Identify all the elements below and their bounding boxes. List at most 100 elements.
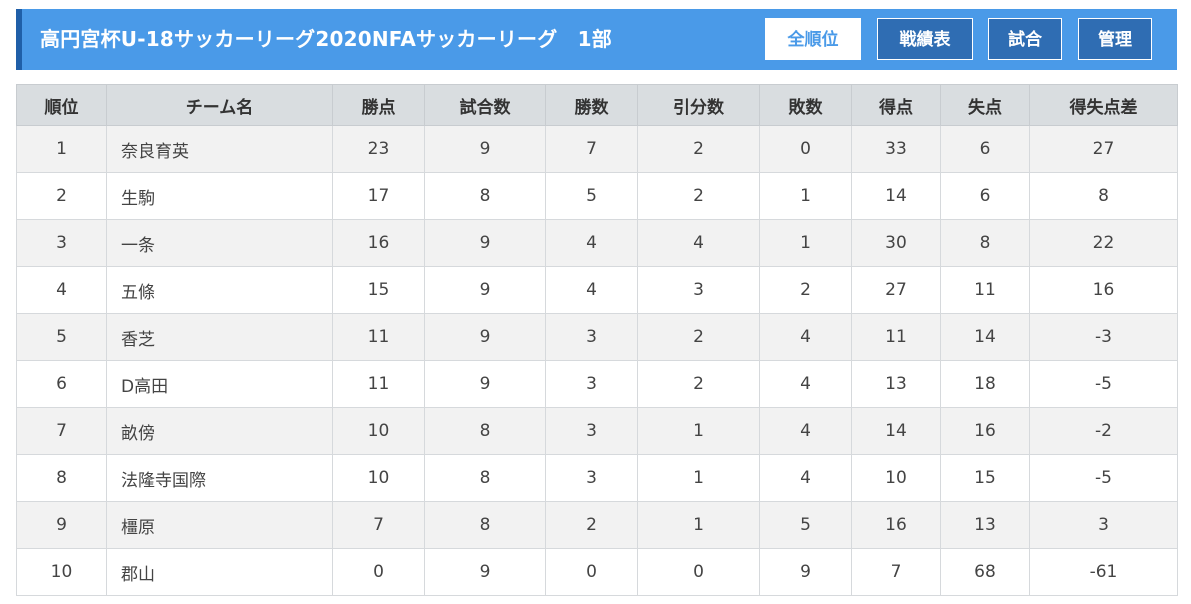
cell-goal-difference: -5 bbox=[1029, 454, 1178, 502]
cell-losses: 4 bbox=[759, 313, 852, 361]
cell-rank: 3 bbox=[16, 219, 107, 267]
cell-wins: 4 bbox=[545, 219, 638, 267]
cell-goal-difference: 16 bbox=[1029, 266, 1178, 314]
table-row: 4 五條 15 9 4 3 2 27 11 16 bbox=[16, 266, 1178, 314]
cell-team-name: 一条 bbox=[106, 219, 333, 267]
cell-points: 10 bbox=[332, 407, 425, 455]
cell-losses: 4 bbox=[759, 454, 852, 502]
cell-losses: 2 bbox=[759, 266, 852, 314]
cell-played: 9 bbox=[424, 360, 546, 408]
cell-draws: 4 bbox=[637, 219, 760, 267]
table-body: 1 奈良育英 23 9 7 2 0 33 6 27 2 生駒 17 8 5 2 1 14 6 8 3 一条 16 9 4 4 1 30… bbox=[16, 125, 1178, 596]
cell-points: 15 bbox=[332, 266, 425, 314]
cell-wins: 5 bbox=[545, 172, 638, 220]
cell-team-name: 法隆寺国際 bbox=[106, 454, 333, 502]
table-row: 3 一条 16 9 4 4 1 30 8 22 bbox=[16, 219, 1178, 267]
cell-goals-for: 14 bbox=[851, 407, 941, 455]
cell-draws: 1 bbox=[637, 407, 760, 455]
table-row: 10 郡山 0 9 0 0 9 7 68 -61 bbox=[16, 548, 1178, 596]
cell-rank: 5 bbox=[16, 313, 107, 361]
cell-rank: 8 bbox=[16, 454, 107, 502]
cell-goals-for: 11 bbox=[851, 313, 941, 361]
cell-goal-difference: -2 bbox=[1029, 407, 1178, 455]
cell-rank: 9 bbox=[16, 501, 107, 549]
column-header-wins: 勝数 bbox=[545, 84, 638, 126]
cell-wins: 3 bbox=[545, 313, 638, 361]
cell-draws: 0 bbox=[637, 548, 760, 596]
cell-goals-against: 11 bbox=[940, 266, 1030, 314]
table-row: 7 畝傍 10 8 3 1 4 14 16 -2 bbox=[16, 407, 1178, 455]
cell-rank: 10 bbox=[16, 548, 107, 596]
column-header-goal-difference: 得失点差 bbox=[1029, 84, 1178, 126]
table-row: 6 D高田 11 9 3 2 4 13 18 -5 bbox=[16, 360, 1178, 408]
cell-draws: 2 bbox=[637, 360, 760, 408]
cell-wins: 3 bbox=[545, 407, 638, 455]
cell-team-name: 橿原 bbox=[106, 501, 333, 549]
column-header-played: 試合数 bbox=[424, 84, 546, 126]
column-header-points: 勝点 bbox=[332, 84, 425, 126]
cell-played: 9 bbox=[424, 313, 546, 361]
cell-points: 10 bbox=[332, 454, 425, 502]
cell-goal-difference: -61 bbox=[1029, 548, 1178, 596]
cell-wins: 4 bbox=[545, 266, 638, 314]
cell-wins: 3 bbox=[545, 360, 638, 408]
standings-table: 順位 チーム名 勝点 試合数 勝数 引分数 敗数 得点 失点 得失点差 1 奈良育英 23 9 7 2 0 33… bbox=[16, 84, 1178, 596]
column-header-losses: 敗数 bbox=[759, 84, 852, 126]
cell-played: 8 bbox=[424, 501, 546, 549]
cell-played: 8 bbox=[424, 454, 546, 502]
cell-rank: 4 bbox=[16, 266, 107, 314]
cell-draws: 2 bbox=[637, 313, 760, 361]
cell-goal-difference: 27 bbox=[1029, 125, 1178, 173]
cell-goals-against: 6 bbox=[940, 172, 1030, 220]
cell-goal-difference: -3 bbox=[1029, 313, 1178, 361]
cell-played: 9 bbox=[424, 266, 546, 314]
cell-goals-for: 14 bbox=[851, 172, 941, 220]
cell-losses: 4 bbox=[759, 360, 852, 408]
column-header-goals-against: 失点 bbox=[940, 84, 1030, 126]
cell-goals-against: 8 bbox=[940, 219, 1030, 267]
table-row: 8 法隆寺国際 10 8 3 1 4 10 15 -5 bbox=[16, 454, 1178, 502]
cell-team-name: D高田 bbox=[106, 360, 333, 408]
cell-goals-for: 27 bbox=[851, 266, 941, 314]
cell-points: 16 bbox=[332, 219, 425, 267]
cell-draws: 2 bbox=[637, 125, 760, 173]
admin-button[interactable]: 管理 bbox=[1078, 18, 1152, 60]
cell-goals-against: 68 bbox=[940, 548, 1030, 596]
cell-played: 9 bbox=[424, 219, 546, 267]
column-header-draws: 引分数 bbox=[637, 84, 760, 126]
results-table-button[interactable]: 戦績表 bbox=[877, 18, 973, 60]
cell-goal-difference: -5 bbox=[1029, 360, 1178, 408]
table-header-row: 順位 チーム名 勝点 試合数 勝数 引分数 敗数 得点 失点 得失点差 bbox=[16, 84, 1178, 126]
cell-goal-difference: 3 bbox=[1029, 501, 1178, 549]
column-header-goals-for: 得点 bbox=[851, 84, 941, 126]
league-title: 高円宮杯U-18サッカーリーグ2020NFAサッカーリーグ 1部 bbox=[40, 27, 612, 51]
cell-goals-against: 13 bbox=[940, 501, 1030, 549]
cell-points: 11 bbox=[332, 360, 425, 408]
cell-goal-difference: 22 bbox=[1029, 219, 1178, 267]
cell-goals-against: 15 bbox=[940, 454, 1030, 502]
all-standings-button[interactable]: 全順位 bbox=[765, 18, 861, 60]
cell-played: 8 bbox=[424, 172, 546, 220]
matches-button[interactable]: 試合 bbox=[988, 18, 1062, 60]
cell-wins: 3 bbox=[545, 454, 638, 502]
cell-rank: 1 bbox=[16, 125, 107, 173]
cell-draws: 1 bbox=[637, 501, 760, 549]
table-row: 5 香芝 11 9 3 2 4 11 14 -3 bbox=[16, 313, 1178, 361]
cell-team-name: 五條 bbox=[106, 266, 333, 314]
column-header-rank: 順位 bbox=[16, 84, 107, 126]
cell-points: 7 bbox=[332, 501, 425, 549]
cell-losses: 9 bbox=[759, 548, 852, 596]
column-header-team-name: チーム名 bbox=[106, 84, 333, 126]
cell-goals-for: 33 bbox=[851, 125, 941, 173]
league-header: 高円宮杯U-18サッカーリーグ2020NFAサッカーリーグ 1部 全順位 戦績表… bbox=[16, 9, 1177, 70]
cell-team-name: 郡山 bbox=[106, 548, 333, 596]
cell-draws: 1 bbox=[637, 454, 760, 502]
cell-team-name: 生駒 bbox=[106, 172, 333, 220]
cell-team-name: 奈良育英 bbox=[106, 125, 333, 173]
cell-draws: 3 bbox=[637, 266, 760, 314]
cell-wins: 2 bbox=[545, 501, 638, 549]
cell-goals-for: 10 bbox=[851, 454, 941, 502]
cell-points: 0 bbox=[332, 548, 425, 596]
cell-wins: 0 bbox=[545, 548, 638, 596]
table-row: 9 橿原 7 8 2 1 5 16 13 3 bbox=[16, 501, 1178, 549]
